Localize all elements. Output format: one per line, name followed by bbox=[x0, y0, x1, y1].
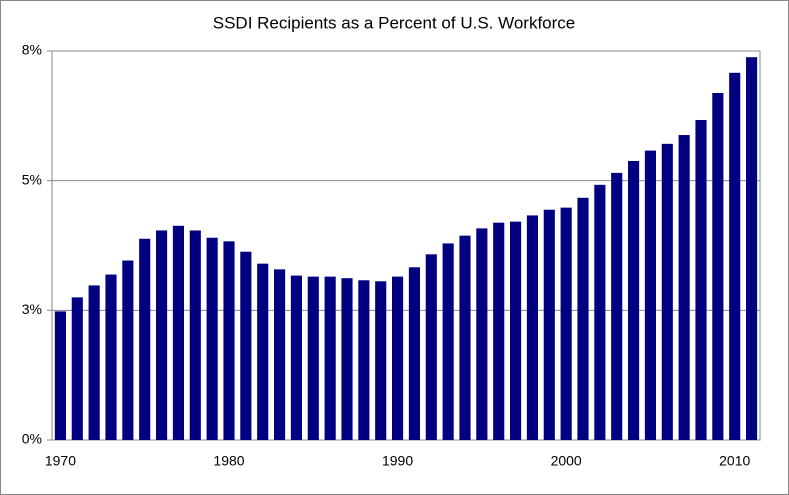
bar bbox=[644, 150, 656, 441]
x-tick-label: 1980 bbox=[213, 453, 244, 469]
bar bbox=[577, 197, 589, 440]
bar bbox=[240, 251, 252, 440]
bar bbox=[661, 143, 673, 440]
bar bbox=[324, 276, 336, 440]
bar bbox=[392, 276, 404, 440]
bar bbox=[442, 243, 454, 440]
bar bbox=[223, 241, 235, 440]
y-tick-label: 5% bbox=[22, 171, 42, 187]
bar bbox=[560, 207, 572, 440]
bar bbox=[729, 72, 741, 440]
bar bbox=[493, 222, 505, 440]
bar bbox=[712, 93, 724, 441]
bar bbox=[274, 269, 286, 440]
bar bbox=[594, 184, 606, 440]
bar bbox=[307, 276, 319, 440]
bar bbox=[543, 209, 555, 440]
bar bbox=[678, 135, 690, 441]
bar bbox=[105, 274, 117, 440]
bar bbox=[375, 281, 387, 440]
plot-frame bbox=[51, 50, 761, 441]
bar bbox=[476, 228, 488, 440]
bar bbox=[54, 311, 66, 440]
bar bbox=[88, 285, 100, 440]
x-tick-label: 2010 bbox=[719, 453, 750, 469]
bar bbox=[526, 215, 538, 440]
y-tick-label: 3% bbox=[22, 301, 42, 317]
bar bbox=[290, 275, 302, 440]
x-tick-label: 2000 bbox=[551, 453, 582, 469]
bar bbox=[695, 119, 707, 440]
x-tick-label: 1990 bbox=[382, 453, 413, 469]
bar bbox=[408, 267, 420, 440]
bar bbox=[628, 160, 640, 440]
bar bbox=[510, 221, 522, 440]
chart-title: SSDI Recipients as a Percent of U.S. Wor… bbox=[213, 13, 576, 32]
bar bbox=[746, 57, 758, 440]
bar bbox=[341, 278, 353, 440]
y-tick-label: 0% bbox=[22, 431, 42, 447]
bar bbox=[206, 237, 218, 440]
bar bbox=[139, 238, 151, 440]
bar bbox=[611, 172, 623, 441]
bar bbox=[122, 260, 134, 440]
y-tick-label: 8% bbox=[22, 42, 42, 58]
bar bbox=[425, 254, 437, 440]
bar bbox=[189, 230, 201, 440]
bar bbox=[257, 263, 269, 440]
bar bbox=[358, 280, 370, 440]
bar bbox=[71, 297, 83, 440]
bar bbox=[156, 230, 168, 440]
bar bbox=[172, 225, 184, 440]
bar bbox=[459, 235, 471, 440]
x-tick-label: 1970 bbox=[45, 453, 76, 469]
